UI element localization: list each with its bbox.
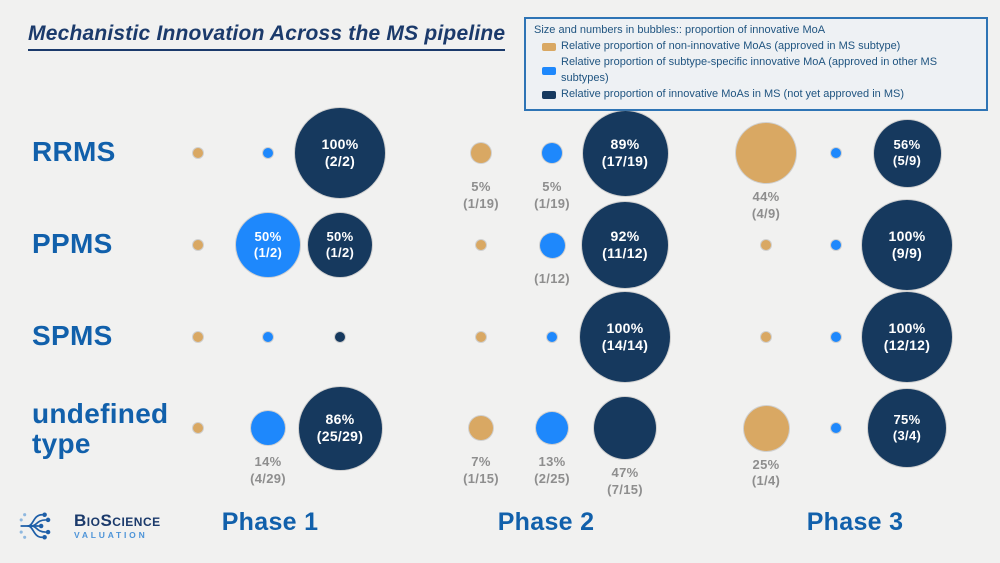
bubble-circle: 100% (14/14) xyxy=(580,292,670,382)
logo-line2: VALUATION xyxy=(74,530,148,541)
bubble-circle xyxy=(594,397,656,459)
bubble-circle xyxy=(831,332,841,342)
bioscience-valuation-logo: BioScience VALUATION xyxy=(16,504,161,548)
legend-item-label: Relative proportion of innovative MoAs i… xyxy=(561,87,904,100)
legend-item-subtype-specific: Relative proportion of subtype-specific … xyxy=(534,55,978,87)
bubble-circle xyxy=(193,332,203,342)
bubble-circle xyxy=(831,423,841,433)
bubble-circle xyxy=(263,332,273,342)
bubble-circle xyxy=(542,143,562,163)
bubble-value-label: 47% (7/15) xyxy=(607,465,643,497)
bubble-circle xyxy=(251,411,285,445)
legend-item-label: Relative proportion of non-innovative Mo… xyxy=(561,39,901,52)
legend-swatch-subtype-specific-icon xyxy=(542,66,556,75)
bubble-value-label: (1/12) xyxy=(534,271,570,286)
bubble-circle xyxy=(469,416,493,440)
bubble-value-label: 25% (1/4) xyxy=(751,456,781,489)
bubble-circle xyxy=(761,240,771,250)
bubble-circle: 56% (5/9) xyxy=(873,119,941,187)
bubble-circle: 100% (9/9) xyxy=(862,200,952,290)
bubble-value-label: 13% (2/25) xyxy=(534,454,570,486)
legend-item-innovative: Relative proportion of innovative MoAs i… xyxy=(534,87,978,103)
phase-1-label: Phase 1 xyxy=(221,508,319,536)
bubble-circle xyxy=(536,412,568,444)
bubble-circle: 100% (2/2) xyxy=(295,108,385,198)
row-label-rrms: RRMS xyxy=(32,136,116,167)
legend-swatch-innovative-icon xyxy=(542,90,556,99)
bubble-circle: 92% (11/12) xyxy=(582,202,668,288)
bubble-circle xyxy=(193,148,203,158)
bubble-circle xyxy=(476,240,486,250)
bubble-circle: 89% (17/19) xyxy=(582,110,668,196)
bubble-value-label: 5% (1/19) xyxy=(463,179,499,211)
legend-item-non-innovative: Relative proportion of non-innovative Mo… xyxy=(534,39,978,55)
row-label-spms: SPMS xyxy=(32,320,113,351)
bubble-circle xyxy=(539,232,565,258)
bubble-circle: 50% (1/2) xyxy=(236,213,300,277)
bubble-circle xyxy=(193,423,203,433)
bubble-value-label: 7% (1/15) xyxy=(463,454,499,486)
bubble-circle xyxy=(335,332,345,342)
bubble-value-label: 5% (1/19) xyxy=(534,179,570,211)
legend-swatch-non-innovative-icon xyxy=(542,42,556,51)
phase-3-label: Phase 3 xyxy=(806,508,904,536)
bubble-value-label: 14% (4/29) xyxy=(250,454,286,486)
legend-item-label: Relative proportion of subtype-specific … xyxy=(561,55,938,84)
page-title: Mechanistic Innovation Across the MS pip… xyxy=(28,22,506,51)
bioscience-logo-icon xyxy=(19,512,51,540)
bubble-circle xyxy=(193,240,203,250)
bubble-circle xyxy=(476,332,486,342)
bubble-circle xyxy=(263,148,273,158)
phase-2-label: Phase 2 xyxy=(497,508,595,536)
bubble-circle xyxy=(761,332,771,342)
bubble-circle xyxy=(831,240,841,250)
bubble-value-label: 44% (4/9) xyxy=(751,189,781,221)
bubble-circle: 75% (3/4) xyxy=(868,389,946,467)
bubble-circle: 50% (1/2) xyxy=(308,213,372,277)
bubble-circle xyxy=(831,148,841,158)
bubble-circle: 86% (25/29) xyxy=(298,386,382,470)
bubble-circle xyxy=(547,332,557,342)
legend-title: Size and numbers in bubbles:: proportion… xyxy=(534,24,826,36)
bubble-circle xyxy=(743,405,789,451)
row-label-undefined-type: undefined type xyxy=(32,398,169,460)
row-label-ppms: PPMS xyxy=(32,228,113,259)
bubble-circle: 100% (12/12) xyxy=(862,292,952,382)
logo-line1: BioScience xyxy=(74,511,161,531)
legend: Size and numbers in bubbles:: proportion… xyxy=(524,17,988,111)
bubble-circle xyxy=(471,143,491,163)
bubble-circle xyxy=(736,123,796,183)
